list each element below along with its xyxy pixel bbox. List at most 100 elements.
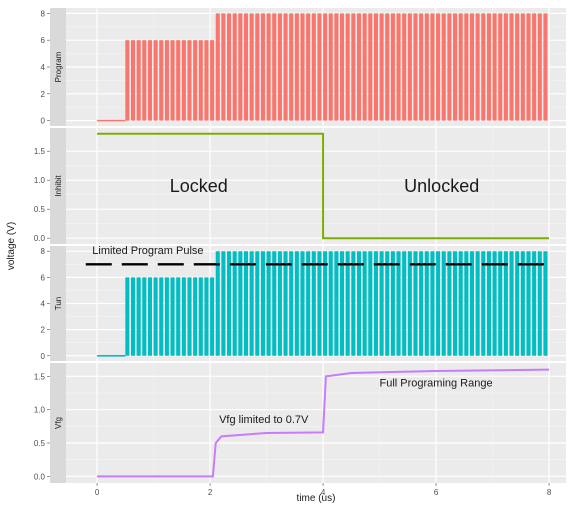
x-tick-label: 6 bbox=[434, 488, 439, 497]
pulse-bar-tun bbox=[362, 251, 367, 356]
pulse-bar-program bbox=[351, 13, 356, 121]
facet-strip bbox=[50, 128, 66, 244]
y-tick-label: 4 bbox=[41, 63, 46, 72]
pulse-bar-tun bbox=[340, 251, 345, 356]
pulse-bar-program bbox=[475, 13, 480, 121]
y-tick-label: 0.5 bbox=[34, 205, 46, 214]
pulse-bar-program bbox=[215, 13, 220, 121]
pulse-bar-tun bbox=[164, 277, 169, 356]
pulse-bar-program bbox=[520, 13, 525, 121]
y-tick-label: 1.5 bbox=[34, 147, 46, 156]
pulse-bar-program bbox=[260, 13, 265, 121]
pulse-bar-tun bbox=[379, 251, 384, 356]
pulse-bar-tun bbox=[221, 251, 226, 356]
pulse-bar-tun bbox=[407, 251, 412, 356]
annotation-unlocked: Unlocked bbox=[404, 176, 479, 196]
pulse-bar-program bbox=[153, 40, 158, 121]
pulse-bar-tun bbox=[181, 277, 186, 356]
pulse-bar-program bbox=[193, 40, 198, 121]
pulse-bar-program bbox=[458, 13, 463, 121]
panel-background bbox=[66, 128, 566, 244]
pulse-bar-program bbox=[498, 13, 503, 121]
pulse-bar-tun bbox=[300, 251, 305, 356]
pulse-bar-program bbox=[238, 13, 243, 121]
pulse-bar-tun bbox=[385, 251, 390, 356]
pulse-bar-tun bbox=[396, 251, 401, 356]
pulse-bar-tun bbox=[537, 251, 542, 356]
pulse-bar-tun bbox=[198, 277, 203, 356]
pulse-bar-tun bbox=[368, 251, 373, 356]
pulse-bar-tun bbox=[283, 251, 288, 356]
pulse-bar-tun bbox=[436, 251, 441, 356]
pulse-bar-program bbox=[537, 13, 542, 121]
y-tick-label: 8 bbox=[41, 247, 46, 256]
pulse-bar-tun bbox=[447, 251, 452, 356]
annotation-full-programing-range: Full Programing Range bbox=[379, 377, 492, 389]
pulse-bar-tun bbox=[255, 251, 260, 356]
pulse-bar-tun bbox=[486, 251, 491, 356]
pulse-bar-tun bbox=[311, 251, 316, 356]
pulse-bar-program bbox=[345, 13, 350, 121]
pulse-bar-program bbox=[334, 13, 339, 121]
pulse-bar-program bbox=[130, 40, 136, 121]
pulse-bar-tun bbox=[328, 251, 333, 356]
pulse-bar-tun bbox=[520, 251, 525, 356]
pulse-bar-program bbox=[543, 13, 548, 121]
y-tick-label: 0.0 bbox=[34, 472, 46, 481]
pulse-bar-program bbox=[396, 13, 401, 121]
pulse-bar-program bbox=[147, 40, 152, 121]
x-tick-label: 2 bbox=[208, 488, 213, 497]
series-line-inhibit bbox=[97, 132, 550, 240]
pulse-bar-program bbox=[402, 13, 407, 121]
pulse-bar-tun bbox=[136, 277, 141, 356]
pulse-bar-tun bbox=[515, 251, 520, 356]
pulse-bar-program bbox=[221, 13, 226, 121]
pulse-bar-program bbox=[340, 13, 345, 121]
pulse-bar-tun bbox=[475, 251, 480, 356]
pulse-bar-tun bbox=[464, 251, 469, 356]
pulse-bar-program bbox=[373, 13, 378, 121]
y-tick-label: 8 bbox=[41, 9, 46, 18]
pulse-bar-tun bbox=[424, 251, 429, 356]
pulse-bar-program bbox=[441, 13, 446, 121]
panel-tun: Tun 0 2 4 6 8 Limited Program Pulse bbox=[41, 245, 566, 361]
pulse-bar-program bbox=[283, 13, 288, 121]
pulse-bar-tun bbox=[215, 251, 220, 356]
panels: Program 0 2 4 6 8 Inhibit 0.0 0.5 1.0 1.5 Locked Unl… bbox=[34, 8, 566, 483]
pulse-bar-program bbox=[328, 13, 333, 121]
pulse-bar-tun bbox=[159, 277, 164, 356]
y-tick-label: 6 bbox=[41, 36, 46, 45]
pulse-bar-program bbox=[419, 13, 424, 121]
pulse-bar-program bbox=[453, 13, 458, 121]
pulse-bar-tun bbox=[232, 251, 237, 356]
pulse-bar-program bbox=[311, 13, 316, 121]
pulse-bar-tun bbox=[543, 251, 548, 356]
pulse-bar-tun bbox=[243, 251, 249, 356]
y-tick-label: 0.5 bbox=[34, 439, 46, 448]
pulse-bar-tun bbox=[147, 277, 152, 356]
pulse-bar-program bbox=[266, 13, 271, 121]
pulse-bar-program bbox=[413, 13, 418, 121]
pulse-bar-tun bbox=[289, 251, 294, 356]
pulse-bar-tun bbox=[187, 277, 192, 356]
pulse-bar-tun bbox=[402, 251, 407, 356]
pulse-bar-program bbox=[317, 13, 322, 121]
pulse-bar-program bbox=[509, 13, 514, 121]
pulse-bar-tun bbox=[142, 277, 147, 356]
pulse-bar-program bbox=[176, 40, 181, 121]
pulse-bar-program bbox=[159, 40, 164, 121]
pulse-bar-program bbox=[430, 13, 435, 121]
pulse-bar-tun bbox=[441, 251, 446, 356]
pulse-bar-program bbox=[486, 13, 491, 121]
pulse-bar-program bbox=[210, 40, 215, 121]
pulse-bar-program bbox=[272, 13, 277, 121]
pulse-bar-tun bbox=[260, 251, 265, 356]
pulse-bar-tun bbox=[238, 251, 243, 356]
pulse-bar-program bbox=[136, 40, 141, 121]
pulse-bar-program bbox=[142, 40, 147, 121]
pulse-bar-program bbox=[170, 40, 175, 121]
annotation-vfg-limited-to-0-7v: Vfg limited to 0.7V bbox=[219, 414, 309, 426]
x-axis-title: time (us) bbox=[297, 493, 336, 504]
pulse-bar-program bbox=[503, 13, 508, 121]
